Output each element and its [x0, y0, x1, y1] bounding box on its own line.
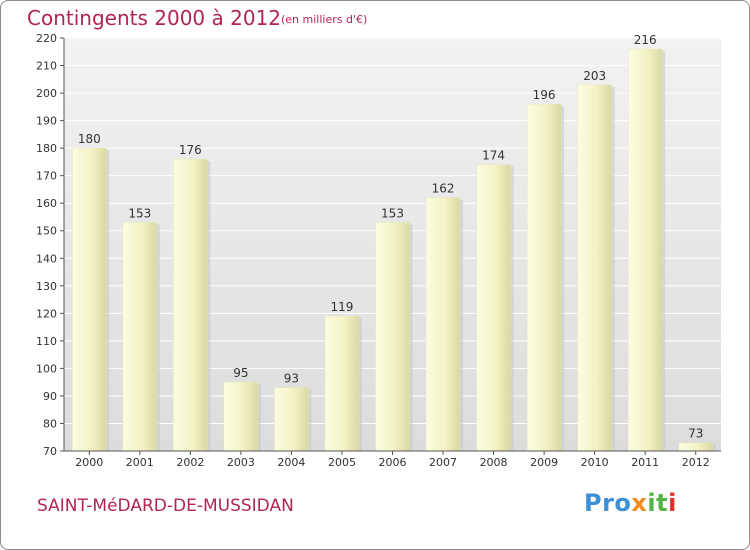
data-label: 119 [331, 300, 354, 314]
bar-2010[interactable] [577, 84, 612, 452]
bar-2003[interactable] [223, 381, 259, 452]
y-tick-label: 150 [36, 225, 57, 238]
data-label: 162 [432, 182, 455, 196]
bar-2011[interactable] [627, 48, 663, 452]
y-tick-label: 180 [36, 142, 57, 155]
x-tick-label: 2008 [480, 456, 508, 469]
y-tick-label: 190 [36, 115, 57, 128]
proxiti-logo[interactable]: Proxiti [584, 489, 677, 517]
x-tick-label: 2007 [429, 456, 457, 469]
x-tick-label: 2010 [581, 456, 609, 469]
y-tick-label: 120 [36, 307, 57, 320]
chart-title: Contingents 2000 à 2012 [27, 6, 282, 30]
x-tick-label: 2012 [682, 456, 710, 469]
data-label: 196 [533, 88, 556, 102]
chart-subtitle: (en milliers d'€) [281, 13, 368, 26]
y-tick-label: 70 [43, 445, 57, 458]
data-label: 216 [634, 33, 657, 47]
data-label: 180 [78, 132, 101, 146]
bar-2001[interactable] [122, 222, 158, 452]
y-tick-label: 220 [36, 32, 57, 45]
data-label: 153 [128, 206, 151, 220]
bar-2009[interactable] [526, 103, 562, 452]
y-tick-label: 140 [36, 252, 57, 265]
y-tick-label: 110 [36, 335, 57, 348]
x-tick-label: 2005 [328, 456, 356, 469]
bar-2000[interactable] [72, 147, 107, 452]
bar-2004[interactable] [274, 387, 309, 452]
x-tick-label: 2004 [277, 456, 305, 469]
x-tick-label: 2009 [530, 456, 558, 469]
x-tick-label: 2003 [227, 456, 255, 469]
axes: 7080901001101201301401501601701801902002… [36, 32, 721, 469]
x-tick-label: 2000 [75, 456, 103, 469]
bar-2012[interactable] [678, 442, 713, 452]
bar-2002[interactable] [173, 158, 208, 452]
data-label: 203 [583, 69, 606, 83]
bar-2007[interactable] [425, 197, 461, 452]
x-tick-label: 2006 [379, 456, 407, 469]
x-tick-label: 2002 [176, 456, 204, 469]
y-tick-label: 200 [36, 87, 57, 100]
bar-2006[interactable] [375, 222, 410, 452]
bar-2008[interactable] [476, 164, 511, 452]
y-tick-label: 100 [36, 362, 57, 375]
y-tick-label: 160 [36, 197, 57, 210]
data-label: 176 [179, 143, 202, 157]
bar-2005[interactable] [324, 315, 360, 452]
bars: 180 153 176 95 93 119 153 162 174 196 203 216 73 [72, 33, 716, 452]
commune-name: SAINT-MéDARD-DE-MUSSIDAN [37, 496, 294, 516]
y-tick-label: 80 [43, 417, 57, 430]
data-label: 95 [233, 366, 248, 380]
x-tick-label: 2011 [631, 456, 659, 469]
data-label: 93 [284, 372, 299, 386]
y-tick-label: 210 [36, 60, 57, 73]
x-tick-label: 2001 [126, 456, 154, 469]
data-label: 153 [381, 206, 404, 220]
data-label: 73 [688, 427, 703, 441]
y-tick-label: 170 [36, 170, 57, 183]
data-label: 174 [482, 149, 505, 163]
y-tick-label: 90 [43, 390, 57, 403]
y-tick-label: 130 [36, 280, 57, 293]
